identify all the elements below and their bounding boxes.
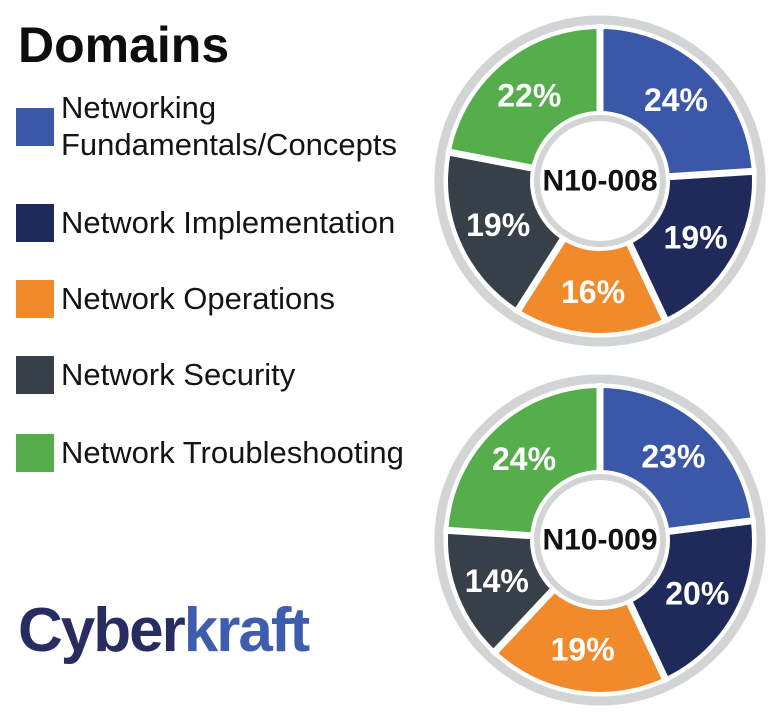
slice-percent-label: 16% [561,274,625,310]
slice-percent-label: 20% [665,575,729,611]
legend-item-networking-fundamentals: Networking Fundamentals/Concepts [16,90,433,163]
legend-item-network-security: Network Security [16,356,295,394]
domains-title: Domains [18,17,230,73]
donut-center-label: N10-008 [542,165,657,198]
donut-center-label: N10-009 [542,524,657,557]
legend-label: Network Operations [61,280,335,316]
slice-percent-label: 14% [465,563,529,599]
cyberkraft-logo: Cyberkraft [18,600,310,662]
legend-swatch-network-implementation [16,204,54,242]
logo-part-cyber: Cyber [18,596,186,665]
legend-item-network-implementation: Network Implementation [16,204,395,242]
slice-percent-label: 22% [497,77,561,113]
slice-percent-label: 23% [641,439,705,475]
legend-swatch-network-troubleshooting [16,434,54,472]
legend-item-network-troubleshooting: Network Troubleshooting [16,434,404,472]
legend-label: Network Security [61,356,296,392]
legend-label: Network Troubleshooting [61,434,404,470]
slice-percent-label: 19% [551,632,615,668]
legend-swatch-networking-fundamentals [16,107,54,146]
legend-label: Networking Fundamentals/Concepts [61,90,398,162]
legend-item-network-operations: Network Operations [16,280,335,318]
slice-percent-label: 24% [492,441,556,477]
logo-part-kraft: kraft [183,596,310,665]
donut-chart-n10-009: 23% 20% 19% 14% 24% N10-009 [434,374,766,706]
slice-percent-label: 24% [644,82,708,118]
legend-swatch-network-operations [16,280,54,318]
slice-percent-label: 19% [466,207,530,243]
legend-label: Network Implementation [61,204,396,240]
slice-percent-label: 19% [664,220,728,256]
donut-chart-n10-008: 24% 19% 16% 19% 22% N10-008 [434,15,766,347]
legend-swatch-network-security [16,356,54,394]
